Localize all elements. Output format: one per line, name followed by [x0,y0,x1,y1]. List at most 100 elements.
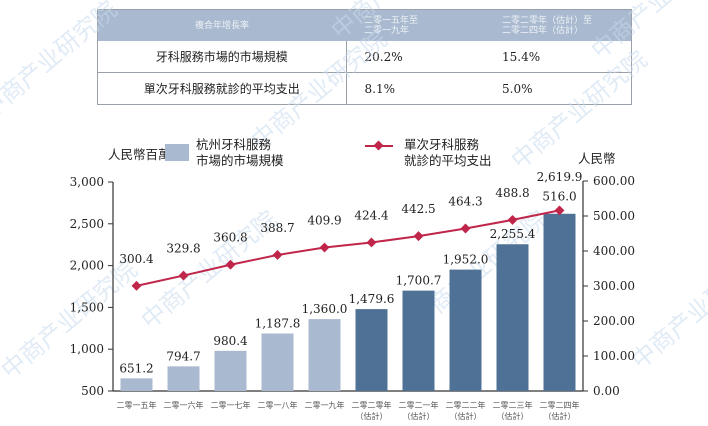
line-marker-diamond-icon [366,237,377,248]
right-axis-title: 人民幣 [578,151,616,166]
right-tick-label: 200.00 [593,314,635,328]
header-period-2015-2019-line2: 二零一九年 [364,25,410,36]
right-tick-label: 0.00 [593,384,620,398]
legend-diamond-icon [373,140,384,151]
bar [355,309,388,391]
bar-value-label: 2,255.4 [490,227,536,241]
watermark-text: 中商产业研究院 [586,0,708,65]
cagr-table-header: 複合年增長率 二零一五年至 二零一九年 二零二零年（估計）至 二零二四年（估計） [97,9,632,41]
row-value-2020-2024: 15.4% [498,41,632,73]
bar-value-label: 1,700.7 [396,274,442,288]
legend-bar-swatch [165,144,189,161]
left-tick-label: 1,000 [70,342,104,356]
cagr-table: 複合年增長率 二零一五年至 二零一九年 二零二零年（估計）至 二零二四年（估計） 牙… [97,9,632,105]
legend-line-line2: 就診的平均支出 [404,153,492,168]
bar-value-label: 794.7 [166,349,200,363]
line-value-label: 424.4 [354,208,389,222]
x-tick-label: 二零二一年 [399,400,439,410]
right-tick-label: 100.00 [593,349,635,363]
header-period-2020-2024: 二零二零年（估計）至 二零二四年（估計） [498,9,632,41]
line-value-label: 360.8 [213,231,247,245]
left-tick-label: 1,500 [70,300,104,314]
row-label: 牙科服務市場的市場規模 [97,41,347,73]
bar [402,290,435,391]
left-tick-label: 2,500 [70,217,104,231]
left-axis-ticks: 3,000 2,500 2,000 1,500 1,000 500 [70,175,113,398]
bar-value-label: 651.2 [119,361,153,375]
bar-value-label: 1,360.0 [302,302,348,316]
line-marker-diamond-icon [507,214,518,225]
line-value-label: 442.5 [401,202,435,216]
left-tick-label: 3,000 [70,175,104,189]
x-tick-label: 二零一八年 [258,400,298,410]
header-period-2015-2019-line1: 二零一五年至 [364,15,419,26]
x-tick-label: 二零一九年 [305,400,345,410]
row-value-2020-2024: 5.0% [498,72,632,105]
line-value-label: 488.8 [495,186,529,200]
right-tick-label: 500.00 [593,209,635,223]
line-series: 300.4 329.8 360.8 388.7 409.9 424.4 442.5 464.3… [119,186,577,291]
x-tick-label-sub: （估計） [497,411,529,421]
table-row: 單次牙科服務就診的平均支出 8.1% 5.0% [97,72,632,105]
watermark-text: 中商产业研究院 [626,245,708,374]
bar [449,269,482,391]
legend-line-line1: 單次牙科服務 [404,137,480,152]
line-marker-diamond-icon [272,250,283,260]
table-row: 牙科服務市場的市場規模 20.2% 15.4% [97,41,632,73]
line-marker-diamond-icon [131,280,142,291]
bar-value-label: 1,479.6 [349,292,395,306]
left-tick-label: 2,000 [70,259,104,273]
bar-value-label: 1,187.8 [255,316,301,330]
x-tick-label-sub: （估計） [544,411,576,421]
legend-bar-line2: 市場的市場規模 [196,153,284,168]
header-cagr: 複合年增長率 [97,9,346,41]
x-axis-labels: 二零一五年 二零一六年 二零一七年 二零一八年 二零一九年 二零二零年（估計）二零二一年（… [117,400,580,421]
x-tick-label-sub: （估計） [450,411,482,421]
line-marker-diamond-icon [178,270,189,281]
bar [167,366,200,391]
line-marker-diamond-icon [319,242,330,253]
line-value-label: 329.8 [166,242,200,256]
left-tick-label: 500 [81,384,104,398]
bar-value-label: 980.4 [213,334,248,348]
x-tick-label: 二零一五年 [117,400,157,410]
watermark-text: 中商产业研究院 [246,25,393,154]
bar-value-label: 1,952.0 [443,253,489,267]
line-path [136,209,560,287]
bar [496,244,529,391]
watermark-text: 中商产业研究院 [326,0,473,45]
row-label: 單次牙科服務就診的平均支出 [97,72,347,105]
x-tick-label-sub: （估計） [403,411,435,421]
bar [214,350,247,391]
line-value-label: 409.9 [307,214,341,228]
line-marker-diamond-icon [554,205,565,216]
line-value-label: 464.3 [448,194,482,208]
x-tick-label: 二零二二年 [446,400,486,410]
line-value-label: 300.4 [119,252,154,266]
right-tick-label: 300.00 [593,279,635,293]
x-tick-label: 二零二零年 [352,400,392,410]
bar-value-label: 2,619.9 [537,170,583,184]
left-axis-title: 人民幣百萬元 [108,147,183,162]
bar [308,319,341,391]
right-tick-label: 400.00 [593,244,635,258]
row-value-2015-2019: 8.1% [346,72,498,105]
line-marker-diamond-icon [460,223,471,234]
right-tick-label: 600.00 [593,174,635,188]
x-tick-label-sub: （估計） [356,411,388,421]
x-tick-label: 二零一七年 [211,400,251,410]
row-value-2015-2019: 20.2% [346,41,498,73]
bar [120,378,153,391]
bar [261,333,294,391]
header-period-2020-2024-line1: 二零二零年（估計）至 [502,15,593,26]
legend-bar-line1: 杭州牙科服務 [196,137,272,152]
bar-series: 651.2 794.7 980.4 1,187.81,360.01,479.61,70… [119,170,582,391]
watermark-text: 中商产业研究院 [0,0,123,125]
right-axis-ticks: 600.00 500.00 400.00 300.00 200.00 100.00 0.00 [583,174,635,398]
line-value-label: 388.7 [260,221,294,235]
line-marker-diamond-icon [225,259,236,270]
x-tick-label: 二零一六年 [164,400,204,410]
line-marker-diamond-icon [413,231,424,242]
bar [543,213,576,391]
